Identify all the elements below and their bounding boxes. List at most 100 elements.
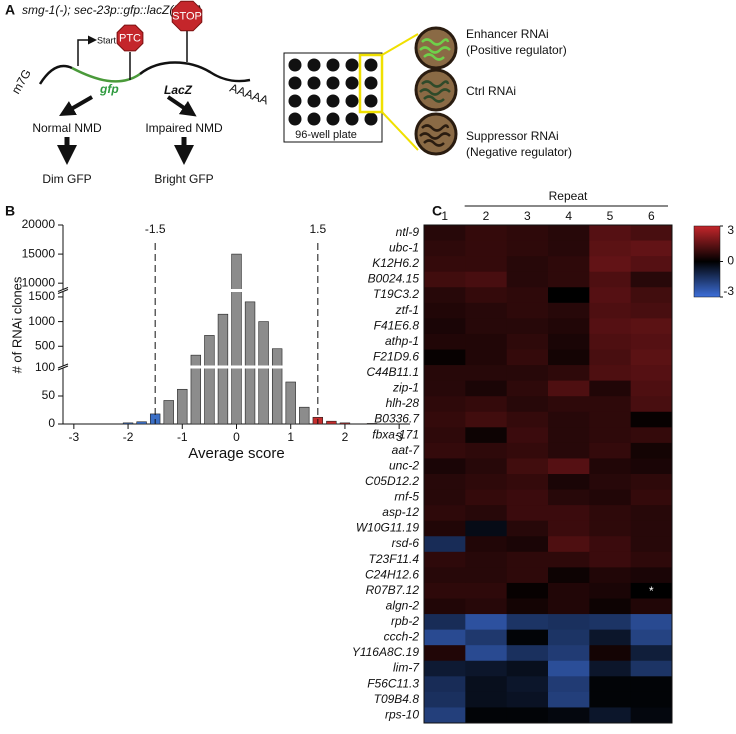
connector bbox=[381, 111, 419, 151]
row-label: aat-7 bbox=[392, 443, 421, 457]
heatmap-cell bbox=[589, 333, 632, 350]
row-label: ztf-1 bbox=[395, 303, 419, 317]
heatmap-cell bbox=[465, 567, 508, 584]
x-tick-label: 1 bbox=[287, 430, 294, 444]
heatmap-cell bbox=[506, 396, 549, 413]
heatmap-cell bbox=[548, 614, 590, 631]
heatmap-cell bbox=[506, 582, 549, 599]
well bbox=[307, 94, 321, 108]
row-label: T09B4.8 bbox=[374, 692, 420, 706]
bar bbox=[271, 348, 283, 425]
heatmap-cell bbox=[465, 676, 508, 693]
row-label: rsd-6 bbox=[392, 536, 420, 550]
heatmap-cell bbox=[548, 365, 590, 382]
heatmap-cell bbox=[465, 365, 508, 382]
heatmap-cell bbox=[589, 365, 632, 382]
selection bbox=[358, 53, 384, 114]
heatmap-cell bbox=[548, 691, 590, 708]
heatmap-cell bbox=[548, 411, 590, 428]
heatmap-cell bbox=[506, 365, 549, 382]
heatmap-cell bbox=[589, 240, 632, 257]
heatmap-cell bbox=[465, 614, 508, 631]
heatmap-cell bbox=[506, 660, 549, 677]
bar bbox=[339, 422, 351, 425]
colorbar-label: -3 bbox=[723, 284, 734, 298]
heatmap-cell bbox=[424, 691, 466, 708]
well-ctrl bbox=[414, 68, 458, 112]
heatmap-cell bbox=[589, 645, 632, 662]
heatmap-cell bbox=[506, 240, 549, 257]
well bbox=[307, 112, 321, 126]
x-axis-label: Average score bbox=[188, 445, 284, 462]
heatmap-cell bbox=[630, 567, 673, 584]
heatmap-cell bbox=[465, 271, 508, 288]
arrow bbox=[59, 95, 93, 116]
bar bbox=[258, 321, 269, 425]
heatmap-cell bbox=[506, 520, 549, 537]
heatmap-cell bbox=[548, 660, 590, 677]
heatmap-cell bbox=[548, 380, 590, 397]
heatmap-cell bbox=[506, 318, 549, 335]
heatmap-cell bbox=[589, 349, 632, 366]
heatmap-cell bbox=[465, 582, 508, 599]
heatmap-cell bbox=[548, 427, 590, 444]
row-label: rnf-5 bbox=[394, 490, 419, 504]
heatmap-cell bbox=[548, 287, 590, 304]
heatmap-cell bbox=[465, 707, 508, 724]
heatmap-cell bbox=[630, 582, 673, 599]
heatmap-cell bbox=[465, 489, 508, 506]
heatmap-cell bbox=[548, 551, 590, 568]
heatmap-cell bbox=[506, 271, 549, 288]
well bbox=[345, 112, 359, 126]
start-arrow bbox=[77, 35, 97, 66]
heatmap-cell bbox=[506, 489, 549, 506]
heatmap-cell bbox=[465, 691, 508, 708]
cap-label: m7G bbox=[9, 67, 34, 97]
y-tick-label: 100 bbox=[35, 360, 55, 374]
heatmap-cell bbox=[506, 676, 549, 693]
colorbar bbox=[693, 225, 721, 298]
heatmap-cell bbox=[630, 505, 673, 522]
bar bbox=[204, 335, 215, 425]
well bbox=[288, 94, 302, 108]
heatmap-cell bbox=[465, 396, 508, 413]
row-label: F21D9.6 bbox=[373, 349, 419, 363]
heatmap-cell bbox=[506, 302, 549, 319]
column-label: 5 bbox=[607, 209, 614, 223]
heatmap-cell bbox=[465, 598, 508, 615]
heatmap-cell bbox=[548, 489, 590, 506]
row-label: R07B7.12 bbox=[366, 583, 420, 597]
heatmap-cell bbox=[630, 427, 673, 444]
well bbox=[307, 58, 321, 72]
cell-annotation: * bbox=[649, 584, 654, 598]
heatmap-cell bbox=[589, 442, 632, 459]
heatmap-cell bbox=[506, 707, 549, 724]
heatmap-cell bbox=[589, 489, 632, 506]
heatmap-cell bbox=[424, 240, 466, 257]
heatmap-cell bbox=[630, 333, 673, 350]
break-mark bbox=[57, 289, 69, 294]
break-mark bbox=[57, 363, 69, 369]
row-label: T23F11.4 bbox=[369, 552, 420, 566]
heatmap-cell bbox=[424, 458, 466, 475]
heatmap-cell bbox=[630, 598, 673, 615]
bar bbox=[136, 421, 147, 425]
polya-label: AAAAA bbox=[228, 81, 270, 108]
y-tick-label: 500 bbox=[35, 338, 55, 352]
heatmap-cell bbox=[589, 380, 632, 397]
heatmap-cell bbox=[424, 302, 466, 319]
well bbox=[345, 58, 359, 72]
wells bbox=[288, 58, 378, 126]
well bbox=[288, 58, 302, 72]
threshold-label: -1.5 bbox=[145, 222, 166, 236]
heatmap-cell bbox=[465, 333, 508, 350]
axis-break bbox=[57, 365, 410, 369]
column-label: 6 bbox=[648, 209, 655, 223]
heatmap-cell bbox=[630, 318, 673, 335]
row-label: zip-1 bbox=[392, 381, 419, 395]
bar bbox=[122, 422, 134, 425]
gfp-label: gfp bbox=[99, 82, 119, 96]
row-label: ccch-2 bbox=[384, 630, 420, 644]
bar bbox=[285, 381, 296, 425]
